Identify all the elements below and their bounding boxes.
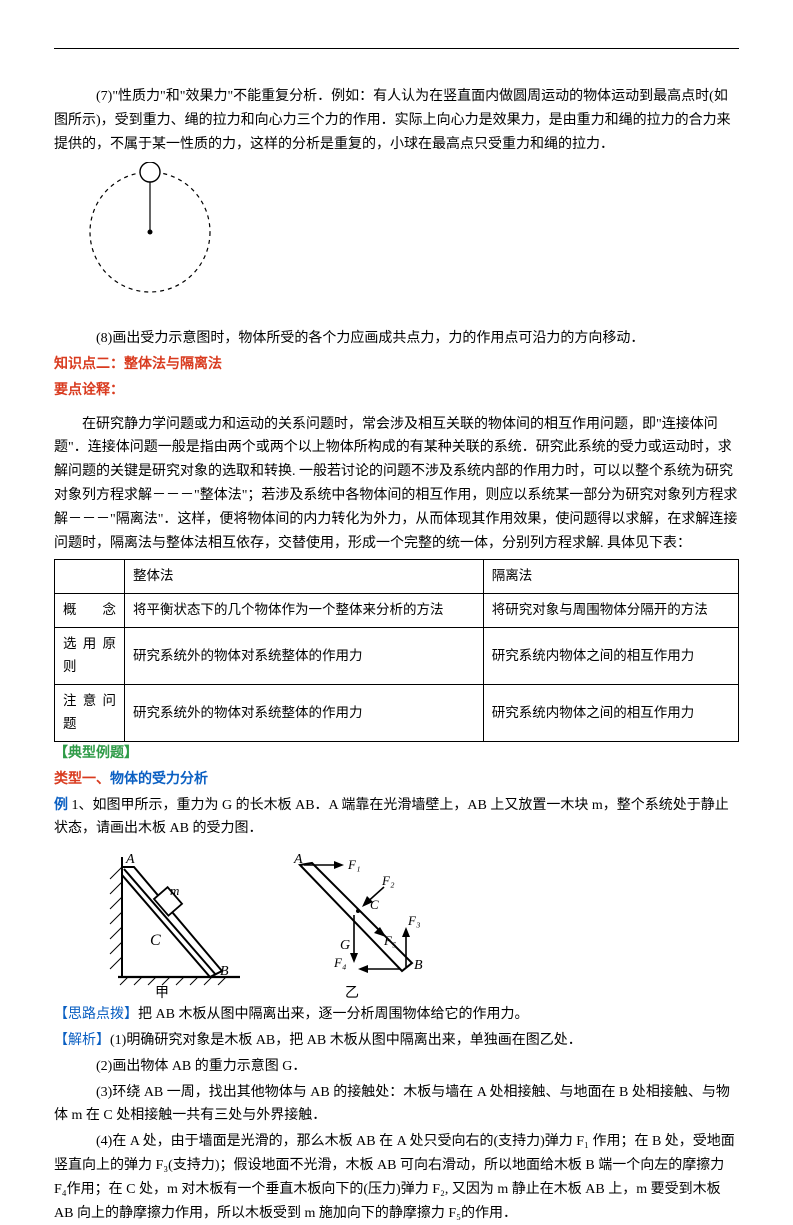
example-figures: A B C m 甲 A B C F₁ F₂ F₃ F₄ (94, 849, 739, 999)
figure-yi: A B C F₁ F₂ F₃ F₄ F₅ G 乙 (274, 849, 444, 999)
table-header-blank (55, 560, 125, 594)
methods-table: 整体法 隔离法 概念 将平衡状态下的几个物体作为一个整体来分析的方法 将研究对象… (54, 559, 739, 742)
example-1-body: 1、如图甲所示，重力为 G 的长木板 AB．A 端靠在光滑墙壁上，AB 上又放置… (54, 798, 729, 837)
hint: 【思路点拨】把 AB 木板从图中隔离出来，逐一分析周围物体给它的作用力。 (54, 1003, 739, 1027)
table-header-row: 整体法 隔离法 (55, 560, 739, 594)
example-type-label: 类型一、 (54, 772, 110, 787)
example-type-sub: 物体的受力分析 (110, 772, 208, 787)
table-cell: 研究系统内物体之间的相互作用力 (483, 685, 738, 742)
label-F4: F₄ (333, 955, 347, 970)
table-row: 概念 将平衡状态下的几个物体作为一个整体来分析的方法 将研究对象与周围物体分隔开… (55, 594, 739, 628)
section2-body: 在研究静力学问题或力和运动的关系问题时，常会涉及相互关联的物体间的相互作用问题，… (54, 413, 739, 556)
table-cell: 研究系统内物体之间的相互作用力 (483, 628, 738, 685)
paragraph-7: (7)"性质力"和"效果力"不能重复分析．例如：有人认为在竖直面内做圆周运动的物… (54, 85, 739, 156)
hint-body: 把 AB 木板从图中隔离出来，逐一分析周围物体给它的作用力。 (138, 1007, 528, 1022)
label-m: m (170, 883, 179, 898)
table-row-head: 概念 (55, 594, 125, 628)
top-rule (54, 48, 739, 49)
table-cell: 研究系统外的物体对系统整体的作用力 (125, 628, 484, 685)
example-1-label: 例 (54, 798, 68, 813)
example-1: 例 1、如图甲所示，重力为 G 的长木板 AB．A 端靠在光滑墙壁上，AB 上又… (54, 794, 739, 842)
label-G: G (340, 938, 350, 953)
figure-jia-caption: 甲 (155, 986, 169, 999)
table-cell: 将研究对象与周围物体分隔开的方法 (483, 594, 738, 628)
label-B2: B (414, 958, 423, 973)
label-F3: F₃ (407, 913, 420, 928)
figure-yi-caption: 乙 (345, 985, 359, 999)
answer-4: (4)在 A 处，由于墙面是光滑的，那么木板 AB 在 A 处只受向右的(支持力… (54, 1130, 739, 1225)
table-header-whole: 整体法 (125, 560, 484, 594)
table-row: 选用原则 研究系统外的物体对系统整体的作用力 研究系统内物体之间的相互作用力 (55, 628, 739, 685)
table-cell: 研究系统外的物体对系统整体的作用力 (125, 685, 484, 742)
table-row-head: 选用原则 (55, 628, 125, 685)
label-C2: C (370, 897, 379, 912)
table-cell: 将平衡状态下的几个物体作为一个整体来分析的方法 (125, 594, 484, 628)
hint-label: 【思路点拨】 (54, 1007, 138, 1022)
label-F1: F₁ (347, 857, 360, 872)
answer-label: 【解析】 (54, 1033, 110, 1048)
table-row: 注意问题 研究系统外的物体对系统整体的作用力 研究系统内物体之间的相互作用力 (55, 685, 739, 742)
section2-subtitle: 要点诠释： (54, 379, 739, 403)
answer-1-body: (1)明确研究对象是木板 AB，把 AB 木板从图中隔离出来，单独画在图乙处． (110, 1033, 582, 1048)
examples-title: 【典型例题】 (54, 742, 739, 766)
label-B: B (220, 964, 229, 979)
answer-1: 【解析】(1)明确研究对象是木板 AB，把 AB 木板从图中隔离出来，单独画在图… (54, 1029, 739, 1053)
table-header-isolate: 隔离法 (483, 560, 738, 594)
label-A: A (125, 852, 135, 867)
label-C: C (150, 932, 161, 949)
answer-2: (2)画出物体 AB 的重力示意图 G． (54, 1055, 739, 1079)
answer-3: (3)环绕 AB 一周，找出其他物体与 AB 的接触处：木板与墙在 A 处相接触… (54, 1081, 739, 1129)
circle-diagram (74, 162, 739, 321)
table-row-head: 注意问题 (55, 685, 125, 742)
figure-jia: A B C m 甲 (94, 849, 244, 999)
paragraph-8: (8)画出受力示意图时，物体所受的各个力应画成共点力，力的作用点可沿力的方向移动… (54, 327, 739, 351)
example-type-title: 类型一、物体的受力分析 (54, 768, 739, 792)
label-F5: F₅ (383, 933, 396, 948)
section2-title: 知识点二：整体法与隔离法 (54, 353, 739, 377)
label-F2: F₂ (381, 873, 395, 888)
label-A2: A (293, 852, 303, 867)
